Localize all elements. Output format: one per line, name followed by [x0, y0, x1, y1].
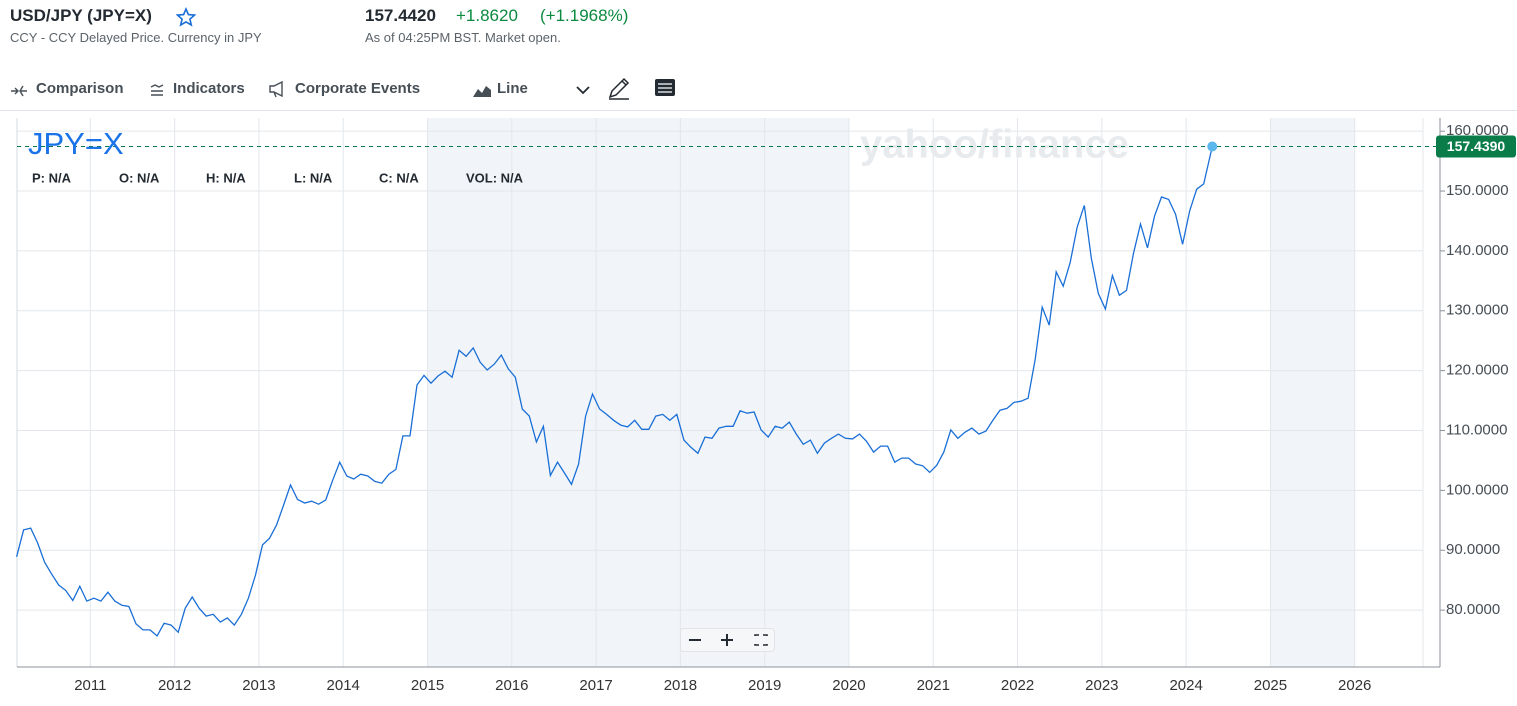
y-tick-label: 80.0000: [1446, 601, 1500, 618]
y-tick-label: 100.0000: [1446, 481, 1509, 498]
draw-button[interactable]: [606, 75, 632, 101]
readout: O: N/A: [119, 170, 160, 185]
current-price-label: 157.4390: [1447, 138, 1506, 154]
readout: L: N/A: [294, 170, 333, 185]
shaded-range: [427, 118, 849, 667]
readout: H: N/A: [206, 170, 246, 185]
x-tick-label: 2016: [495, 677, 528, 694]
y-tick-label: 120.0000: [1446, 362, 1509, 379]
x-tick-label: 2020: [832, 677, 865, 694]
comparison-button[interactable]: Comparison: [36, 80, 124, 97]
y-tick-label: 110.0000: [1446, 421, 1507, 438]
zoom-in[interactable]: [721, 634, 733, 646]
price: 157.4420: [365, 6, 436, 25]
readout: P: N/A: [32, 170, 72, 185]
x-tick-label: 2024: [1169, 677, 1202, 694]
y-tick-label: 160.0000: [1446, 122, 1509, 139]
watermark: yahoo/finance: [860, 123, 1129, 167]
y-tick-label: 90.0000: [1446, 541, 1500, 558]
readout: VOL: N/A: [466, 170, 524, 185]
indicators-button[interactable]: Indicators: [173, 80, 245, 97]
x-tick-label: 2023: [1085, 677, 1118, 694]
x-tick-label: 2011: [74, 677, 106, 694]
line-icon: [473, 86, 491, 97]
x-tick-label: 2017: [579, 677, 612, 694]
chart-type-button[interactable]: Line: [497, 80, 528, 97]
last-point: [1207, 141, 1218, 152]
y-tick-label: 130.0000: [1446, 302, 1509, 319]
events-icon: [269, 80, 283, 98]
y-tick-label: 140.0000: [1446, 242, 1509, 259]
x-tick-label: 2019: [748, 677, 781, 694]
subtitle: CCY - CCY Delayed Price. Currency in JPY: [10, 30, 262, 45]
x-tick-label: 2015: [411, 677, 444, 694]
as-of: As of 04:25PM BST. Market open.: [365, 30, 561, 45]
x-tick-label: 2022: [1001, 677, 1034, 694]
readout: C: N/A: [379, 170, 419, 185]
plot-area: [17, 118, 1423, 667]
x-tick-label: 2014: [327, 677, 360, 694]
x-tick-label: 2021: [917, 677, 950, 694]
table-button[interactable]: [654, 78, 676, 98]
price-line: [15, 146, 1213, 637]
change-percent: (+1.1968%): [540, 6, 629, 25]
corporate-events-button[interactable]: Corporate Events: [295, 80, 421, 97]
x-tick-label: 2013: [242, 677, 275, 694]
indicators-icon: [150, 84, 164, 96]
current-price-badge: [1436, 135, 1516, 158]
series-label: JPY=X: [28, 126, 124, 161]
x-tick-label: 2018: [664, 677, 697, 694]
chevron-down[interactable]: [575, 84, 591, 96]
shaded-range: [1270, 118, 1355, 667]
comparison-icon: [11, 85, 27, 97]
fullscreen[interactable]: [754, 634, 768, 646]
zoom-controls: [680, 628, 775, 652]
symbol: USD/JPY (JPY=X): [10, 6, 152, 25]
x-tick-label: 2012: [158, 677, 191, 694]
watchlist-star[interactable]: [176, 7, 196, 27]
change: +1.8620: [456, 6, 518, 25]
x-tick-label: 2026: [1338, 677, 1371, 694]
y-tick-label: 150.0000: [1446, 182, 1509, 199]
star-icon: [176, 7, 196, 27]
x-tick-label: 2025: [1254, 677, 1287, 694]
